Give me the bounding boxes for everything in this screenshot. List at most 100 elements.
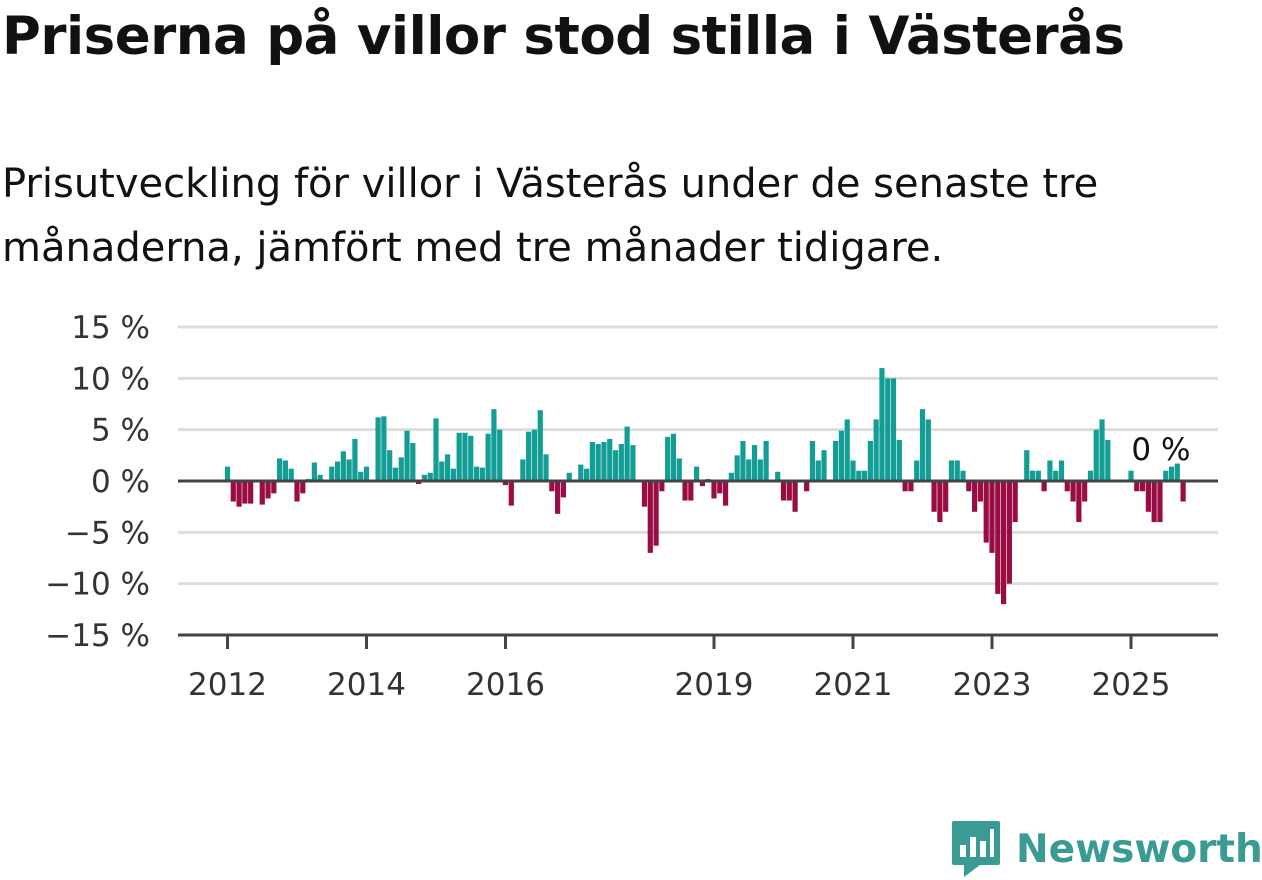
bar-negative [259, 481, 265, 505]
bar-negative [688, 481, 694, 501]
bar-positive [543, 454, 549, 481]
bar-positive [960, 470, 966, 481]
bar-positive [914, 460, 920, 481]
bar-negative [502, 481, 509, 486]
bar-negative [1064, 481, 1070, 492]
chart-title: Priserna på villor stod stilla i Västerå… [2, 6, 1125, 67]
bar-positive [630, 445, 636, 481]
bar-positive [1035, 470, 1041, 481]
bar-negative [699, 481, 706, 487]
bar-positive [583, 468, 590, 481]
bar-positive [578, 464, 584, 481]
x-tick-label: 2025 [1092, 667, 1171, 703]
bar-positive [624, 426, 630, 481]
bar-negative [236, 481, 242, 507]
bar-negative [1006, 481, 1012, 584]
bar-positive [867, 440, 873, 481]
bar-positive [1105, 439, 1111, 481]
bar-positive [1093, 429, 1099, 481]
y-tick-label: −15 % [45, 618, 150, 654]
bar-positive [618, 444, 624, 481]
bar-positive [1099, 419, 1105, 481]
bar-negative [792, 481, 798, 512]
bar-negative [555, 481, 561, 514]
bar-negative [983, 481, 989, 543]
bar-positive [375, 417, 381, 481]
brand-name: Newsworthy [1016, 826, 1262, 872]
bar-negative [248, 481, 254, 504]
x-tick-label: 2019 [675, 667, 754, 703]
bar-positive [925, 419, 931, 481]
bar-negative [1070, 481, 1076, 502]
bar-negative [549, 481, 555, 492]
bar-positive [439, 461, 445, 481]
bar-positive [497, 429, 503, 481]
bar-negative [641, 481, 648, 507]
x-tick-label: 2023 [953, 667, 1032, 703]
bar-positive [311, 462, 317, 481]
bar-negative [937, 481, 943, 523]
bar-positive [856, 470, 862, 481]
bar-positive [427, 472, 433, 481]
bar-negative [780, 481, 787, 501]
bar-negative [1145, 481, 1151, 512]
bar-negative [1151, 481, 1157, 523]
bar-negative [1157, 481, 1163, 523]
bar-positive [948, 460, 955, 481]
bar-positive [1029, 470, 1036, 481]
bar-positive [844, 419, 850, 481]
bar-negative [653, 481, 659, 546]
bar-negative [508, 481, 514, 506]
bar-positive [1174, 463, 1180, 481]
bar-positive [288, 468, 294, 481]
bar-positive [456, 432, 462, 481]
bar-positive [612, 450, 619, 481]
bar-negative [300, 481, 306, 494]
bar-positive [282, 460, 289, 481]
bar-positive [398, 457, 404, 481]
bar-negative [711, 481, 717, 499]
bar-positive [595, 444, 601, 481]
x-tick-label: 2021 [814, 667, 893, 703]
bar-positive [838, 430, 845, 481]
bar-positive [462, 432, 468, 481]
bar-positive [537, 410, 543, 481]
bar-positive [404, 430, 410, 481]
bar-negative [1041, 481, 1047, 492]
bar-positive [410, 443, 416, 481]
bar-positive [381, 416, 387, 481]
bar-negative [966, 481, 972, 492]
bar-negative [1180, 481, 1186, 502]
newsworthy-logo-icon [952, 821, 1000, 877]
bar-negative [989, 481, 995, 553]
bar-positive [277, 458, 283, 481]
bar-positive [444, 454, 451, 481]
bar-positive [670, 433, 677, 481]
y-tick-label: 0 % [91, 464, 150, 500]
bar-positive [896, 439, 902, 481]
bar-negative [786, 481, 792, 501]
y-tick-label: 10 % [71, 361, 150, 397]
bar-positive [479, 467, 485, 481]
bar-negative [242, 481, 248, 504]
bar-positive [485, 433, 491, 481]
bar-positive [1168, 466, 1175, 481]
y-tick-label: 15 % [71, 310, 150, 346]
bar-positive [861, 470, 868, 481]
bar-positive [468, 435, 474, 481]
bar-positive [757, 459, 763, 481]
bar-negative [1000, 481, 1007, 605]
bar-positive [329, 466, 335, 481]
bar-positive [589, 441, 595, 481]
bar-positive [809, 440, 816, 481]
bar-negative [682, 481, 688, 501]
bar-negative [560, 481, 567, 498]
bar-positive [665, 436, 671, 481]
bar-negative [1076, 481, 1082, 523]
bar-positive [1047, 460, 1053, 481]
y-tick-label: −5 % [65, 515, 150, 551]
bar-positive [1058, 460, 1065, 481]
chart-subtitle: Prisutveckling för villor i Västerås und… [2, 161, 1099, 271]
x-tick-label: 2016 [466, 667, 545, 703]
bar-positive [1024, 450, 1030, 481]
